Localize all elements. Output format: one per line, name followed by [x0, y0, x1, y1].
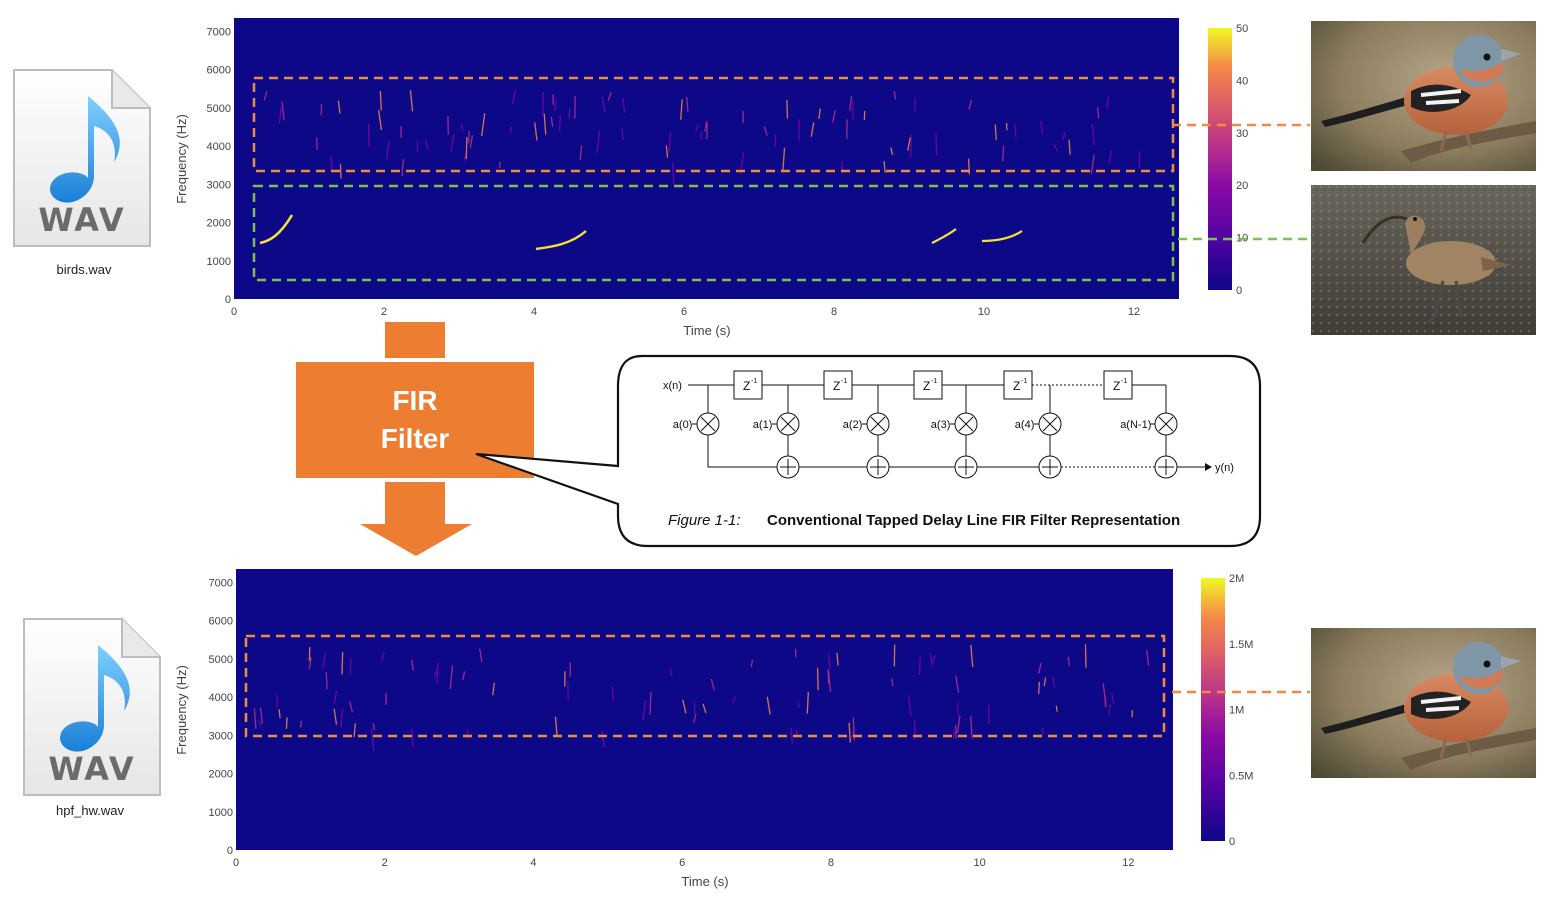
x-tick-label: 8: [828, 857, 834, 869]
colorbar-tick-label: 20: [1236, 180, 1248, 192]
fir-diagram-callout: x(n) Z -1 Z -1 Z -1 Z -1 Z -1a(0) a(1) a(2) a(3) a(4) a…: [475, 354, 1262, 548]
chaffinch-photo-bottom: [1311, 628, 1536, 778]
x-tick-label: 6: [681, 306, 687, 318]
delay-exponent: -1: [751, 378, 757, 385]
figure-caption-title: Conventional Tapped Delay Line FIR Filte…: [767, 512, 1180, 529]
bird-call-streaks: [259, 89, 1141, 251]
y-tick-label: 6000: [209, 616, 233, 628]
fir-label-line2: Filter: [380, 423, 450, 454]
y-tick-label: 4000: [207, 141, 231, 153]
fir-output-label: y(n): [1215, 462, 1234, 474]
y-tick-label: 1000: [207, 256, 231, 268]
y-tick-label: 4000: [209, 692, 233, 704]
y-tick-label: 2000: [207, 218, 231, 230]
y-tick-label: 7000: [207, 26, 231, 38]
coefficient-label: a(0): [673, 419, 693, 431]
x-axis-title: Time (s): [683, 323, 730, 338]
y-axis-title: Frequency (Hz): [174, 114, 189, 204]
delay-exponent: -1: [1021, 378, 1027, 385]
x-tick-label: 2: [381, 306, 387, 318]
wav-icon-text: WAV: [38, 201, 125, 239]
x-tick-label: 4: [530, 857, 536, 869]
figure-caption-prefix: Figure 1-1:: [668, 512, 741, 529]
wav-file-icon-output: WAV: [23, 618, 161, 796]
fir-input-label: x(n): [663, 380, 682, 392]
delay-box: [1103, 370, 1133, 400]
colorbar-output: 0 0.5M 1M 1.5M 2M: [1201, 573, 1253, 848]
y-tick-label: 2000: [209, 769, 233, 781]
x-axis-title: Time (s): [681, 874, 728, 889]
colorbar-input: 01020304050: [1208, 23, 1248, 297]
y-tick-label: 3000: [209, 730, 233, 742]
coefficient-label: a(4): [1015, 419, 1035, 431]
delay-box: [1003, 370, 1033, 400]
delay-label: Z: [1013, 379, 1020, 393]
colorbar-tick-label: 0: [1229, 836, 1235, 848]
delay-exponent: -1: [1121, 378, 1127, 385]
colorbar-tick-label: 0: [1236, 285, 1242, 297]
y-tick-label: 5000: [207, 103, 231, 115]
delay-label: Z: [743, 379, 750, 393]
x-tick-label: 10: [974, 857, 986, 869]
bird-call-streaks: [253, 644, 1150, 751]
colorbar-tick-label: 2M: [1229, 573, 1244, 585]
y-axis-title: Frequency (Hz): [174, 665, 189, 755]
output-file-name: hpf_hw.wav: [56, 803, 124, 818]
x-tick-label: 12: [1122, 857, 1134, 869]
colorbar-tick-label: 0.5M: [1229, 770, 1253, 782]
y-tick-label: 0: [227, 845, 233, 857]
coefficient-label: a(3): [931, 419, 951, 431]
curlew-photo: [1311, 185, 1536, 335]
fir-filter-block: [296, 322, 534, 556]
coefficient-label: a(1): [753, 419, 773, 431]
x-tick-label: 12: [1128, 306, 1140, 318]
y-tick-label: 6000: [207, 65, 231, 77]
delay-exponent: -1: [841, 378, 847, 385]
curlew-band-box: [252, 184, 1175, 282]
fir-label-line1: FIR: [392, 385, 438, 416]
x-tick-label: 4: [531, 306, 537, 318]
chaffinch-photo-top: [1311, 21, 1536, 171]
delay-label: Z: [833, 379, 840, 393]
coefficient-label: a(N-1): [1120, 419, 1151, 431]
band-connectors: [1172, 123, 1310, 694]
colorbar-tick-label: 50: [1236, 23, 1248, 35]
delay-label: Z: [1113, 379, 1120, 393]
chaffinch-band-box: [244, 634, 1166, 738]
y-tick-label: 1000: [209, 807, 233, 819]
x-tick-label: 2: [382, 857, 388, 869]
colorbar-tick-label: 30: [1236, 128, 1248, 140]
coefficient-label: a(2): [843, 419, 863, 431]
colorbar-tick-label: 40: [1236, 75, 1248, 87]
x-tick-label: 10: [978, 306, 990, 318]
spectrogram-plot-area: [234, 18, 1179, 299]
fir-filter-label: FIR Filter: [296, 382, 534, 458]
colorbar-tick-label: 1M: [1229, 705, 1244, 717]
input-file-name: birds.wav: [56, 262, 112, 277]
colorbar-tick-label: 1.5M: [1229, 639, 1253, 651]
y-tick-label: 7000: [209, 577, 233, 589]
x-tick-label: 0: [233, 857, 239, 869]
y-tick-label: 5000: [209, 654, 233, 666]
wav-icon-text: WAV: [48, 750, 135, 788]
x-tick-label: 6: [679, 857, 685, 869]
delay-exponent: -1: [931, 378, 937, 385]
delay-label: Z: [923, 379, 930, 393]
delay-box: [733, 370, 763, 400]
wav-file-icon-input: WAV: [13, 69, 151, 247]
x-tick-label: 0: [231, 306, 237, 318]
x-tick-label: 8: [831, 306, 837, 318]
y-tick-label: 3000: [207, 179, 231, 191]
y-tick-label: 0: [225, 294, 231, 306]
